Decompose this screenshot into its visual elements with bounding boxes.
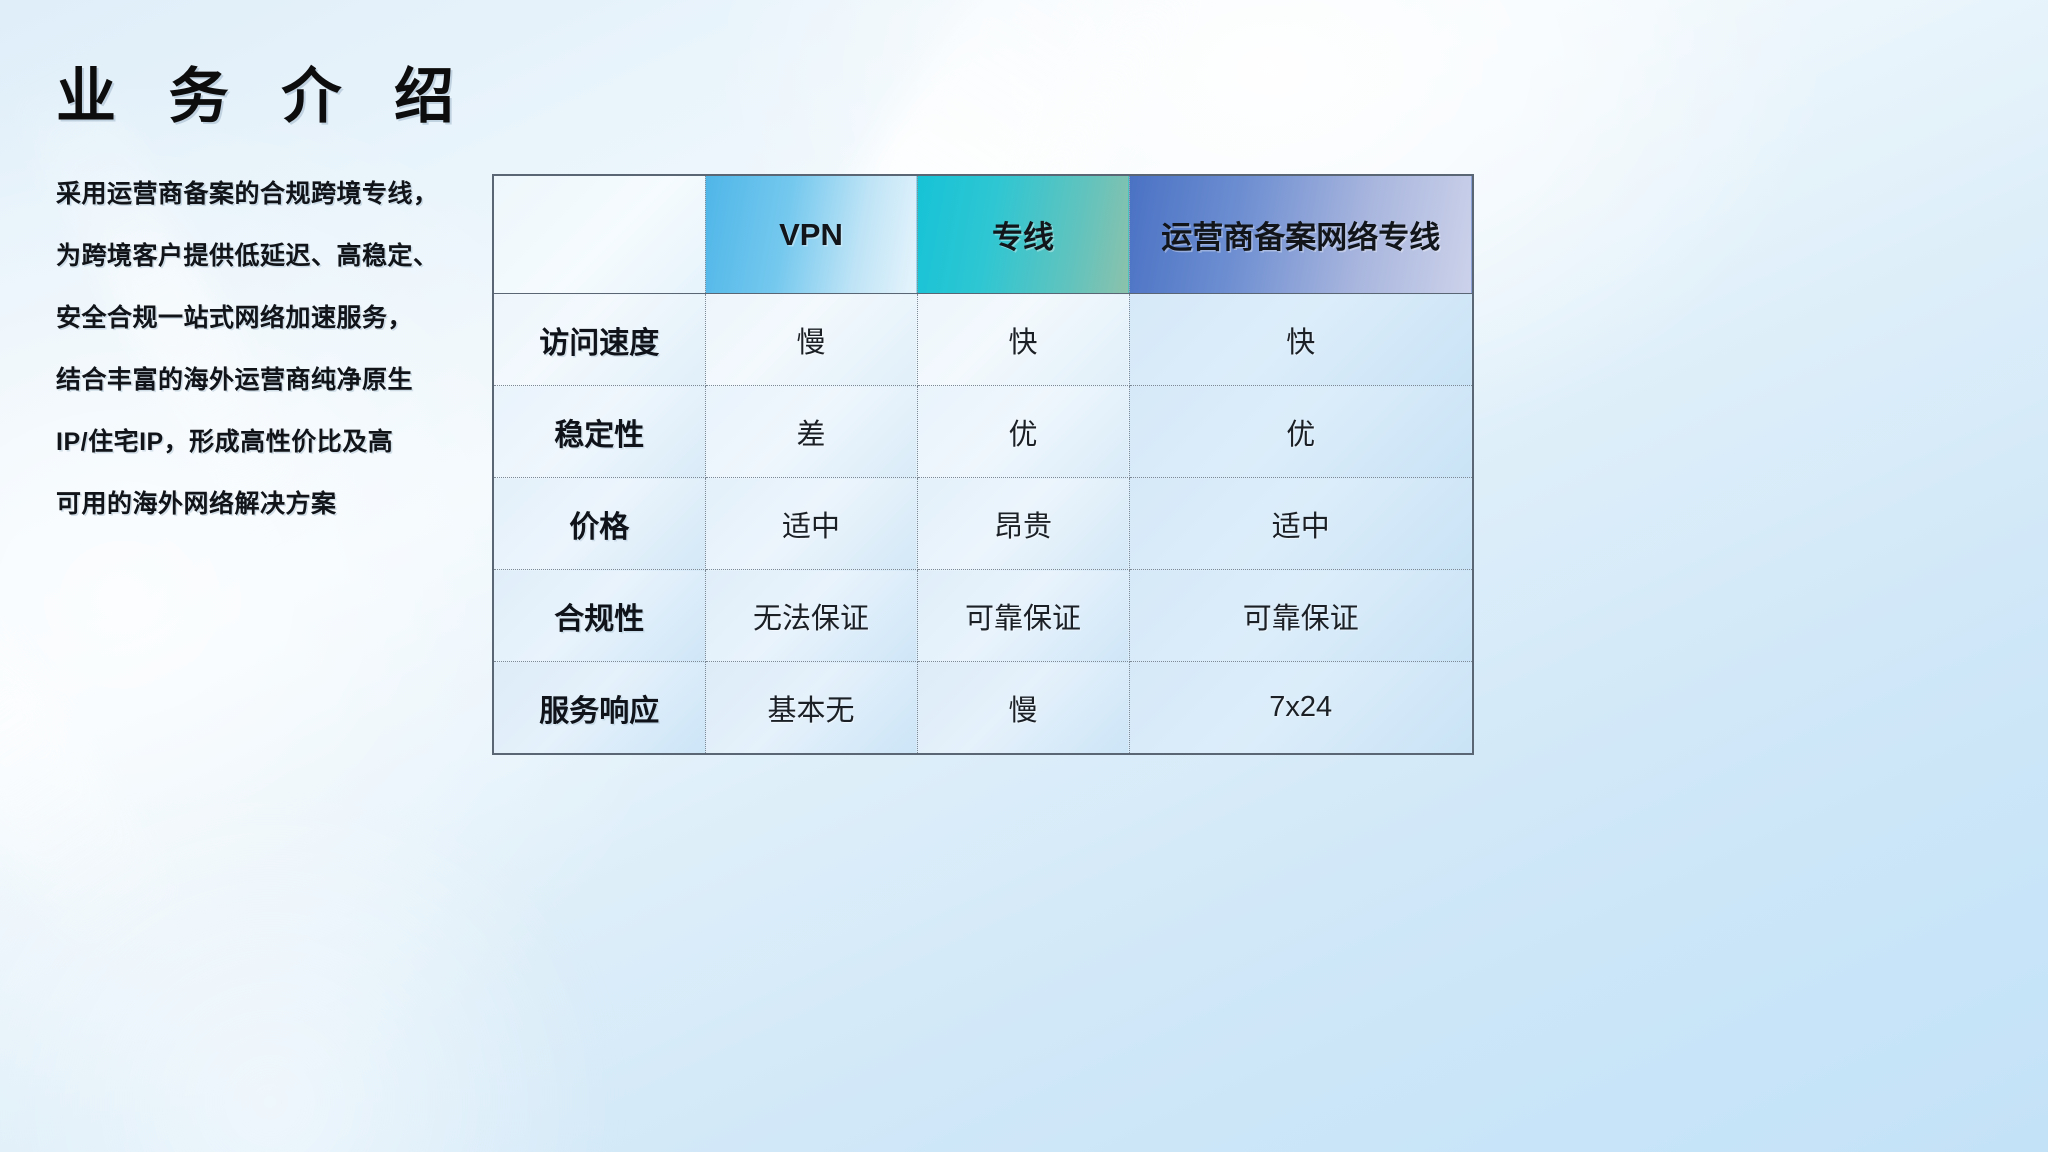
row-label-service-response: 服务响应: [492, 661, 706, 755]
cell-registered-compliance: 可靠保证: [1128, 569, 1474, 662]
description-line: 结合丰富的海外运营商纯净原生: [56, 366, 414, 394]
row-label-access-speed: 访问速度: [492, 293, 706, 386]
page-title: 业 务 介 绍: [56, 63, 473, 130]
cell-line-stability: 优: [916, 385, 1130, 478]
table-row: 服务响应 基本无 慢 7x24: [492, 661, 1474, 755]
description-paragraph: 采用运营商备案的合规跨境专线， 为跨境客户提供低延迟、高稳定、 安全合规一站式网…: [56, 182, 476, 554]
table-body: 访问速度 慢 快 快 稳定性 差 优 优 价格 适中 昂贵 适中 合规性 无法保…: [492, 293, 1474, 755]
table-row: 访问速度 慢 快 快: [492, 293, 1474, 386]
cell-registered-price: 适中: [1128, 477, 1474, 570]
description-line: 可用的海外网络解决方案: [56, 490, 337, 518]
description-line: IP/住宅IP，形成高性价比及高: [56, 428, 394, 456]
cell-line-price: 昂贵: [916, 477, 1130, 570]
corner-glow-decoration: [0, 792, 660, 1152]
cell-vpn-service-response: 基本无: [704, 661, 918, 755]
description-line: 采用运营商备案的合规跨境专线，: [56, 180, 439, 208]
table-row: 合规性 无法保证 可靠保证 可靠保证: [492, 569, 1474, 662]
table-header-line: 专线: [916, 174, 1130, 294]
cell-registered-stability: 优: [1128, 385, 1474, 478]
row-label-price: 价格: [492, 477, 706, 570]
table-row: 价格 适中 昂贵 适中: [492, 477, 1474, 570]
table-header-registered-line: 运营商备案网络专线: [1128, 174, 1474, 294]
cell-vpn-stability: 差: [704, 385, 918, 478]
description-line: 安全合规一站式网络加速服务，: [56, 304, 414, 332]
cell-registered-access-speed: 快: [1128, 293, 1474, 386]
row-label-stability: 稳定性: [492, 385, 706, 478]
table-header-vpn: VPN: [704, 174, 918, 294]
comparison-table: VPN 专线 运营商备案网络专线 访问速度 慢 快 快 稳定性 差 优 优 价格…: [492, 174, 1474, 755]
cell-vpn-access-speed: 慢: [704, 293, 918, 386]
description-line: 为跨境客户提供低延迟、高稳定、: [56, 242, 439, 270]
table-row: 稳定性 差 优 优: [492, 385, 1474, 478]
cell-line-service-response: 慢: [916, 661, 1130, 755]
cell-line-compliance: 可靠保证: [916, 569, 1130, 662]
light-streak-decoration: [0, 480, 196, 980]
row-label-compliance: 合规性: [492, 569, 706, 662]
table-header-blank: [492, 174, 706, 294]
cell-vpn-price: 适中: [704, 477, 918, 570]
table-header: VPN 专线 运营商备案网络专线: [492, 174, 1474, 294]
cell-registered-service-response: 7x24: [1128, 661, 1474, 755]
cell-line-access-speed: 快: [916, 293, 1130, 386]
cell-vpn-compliance: 无法保证: [704, 569, 918, 662]
table-header-row: VPN 专线 运营商备案网络专线: [492, 174, 1474, 294]
